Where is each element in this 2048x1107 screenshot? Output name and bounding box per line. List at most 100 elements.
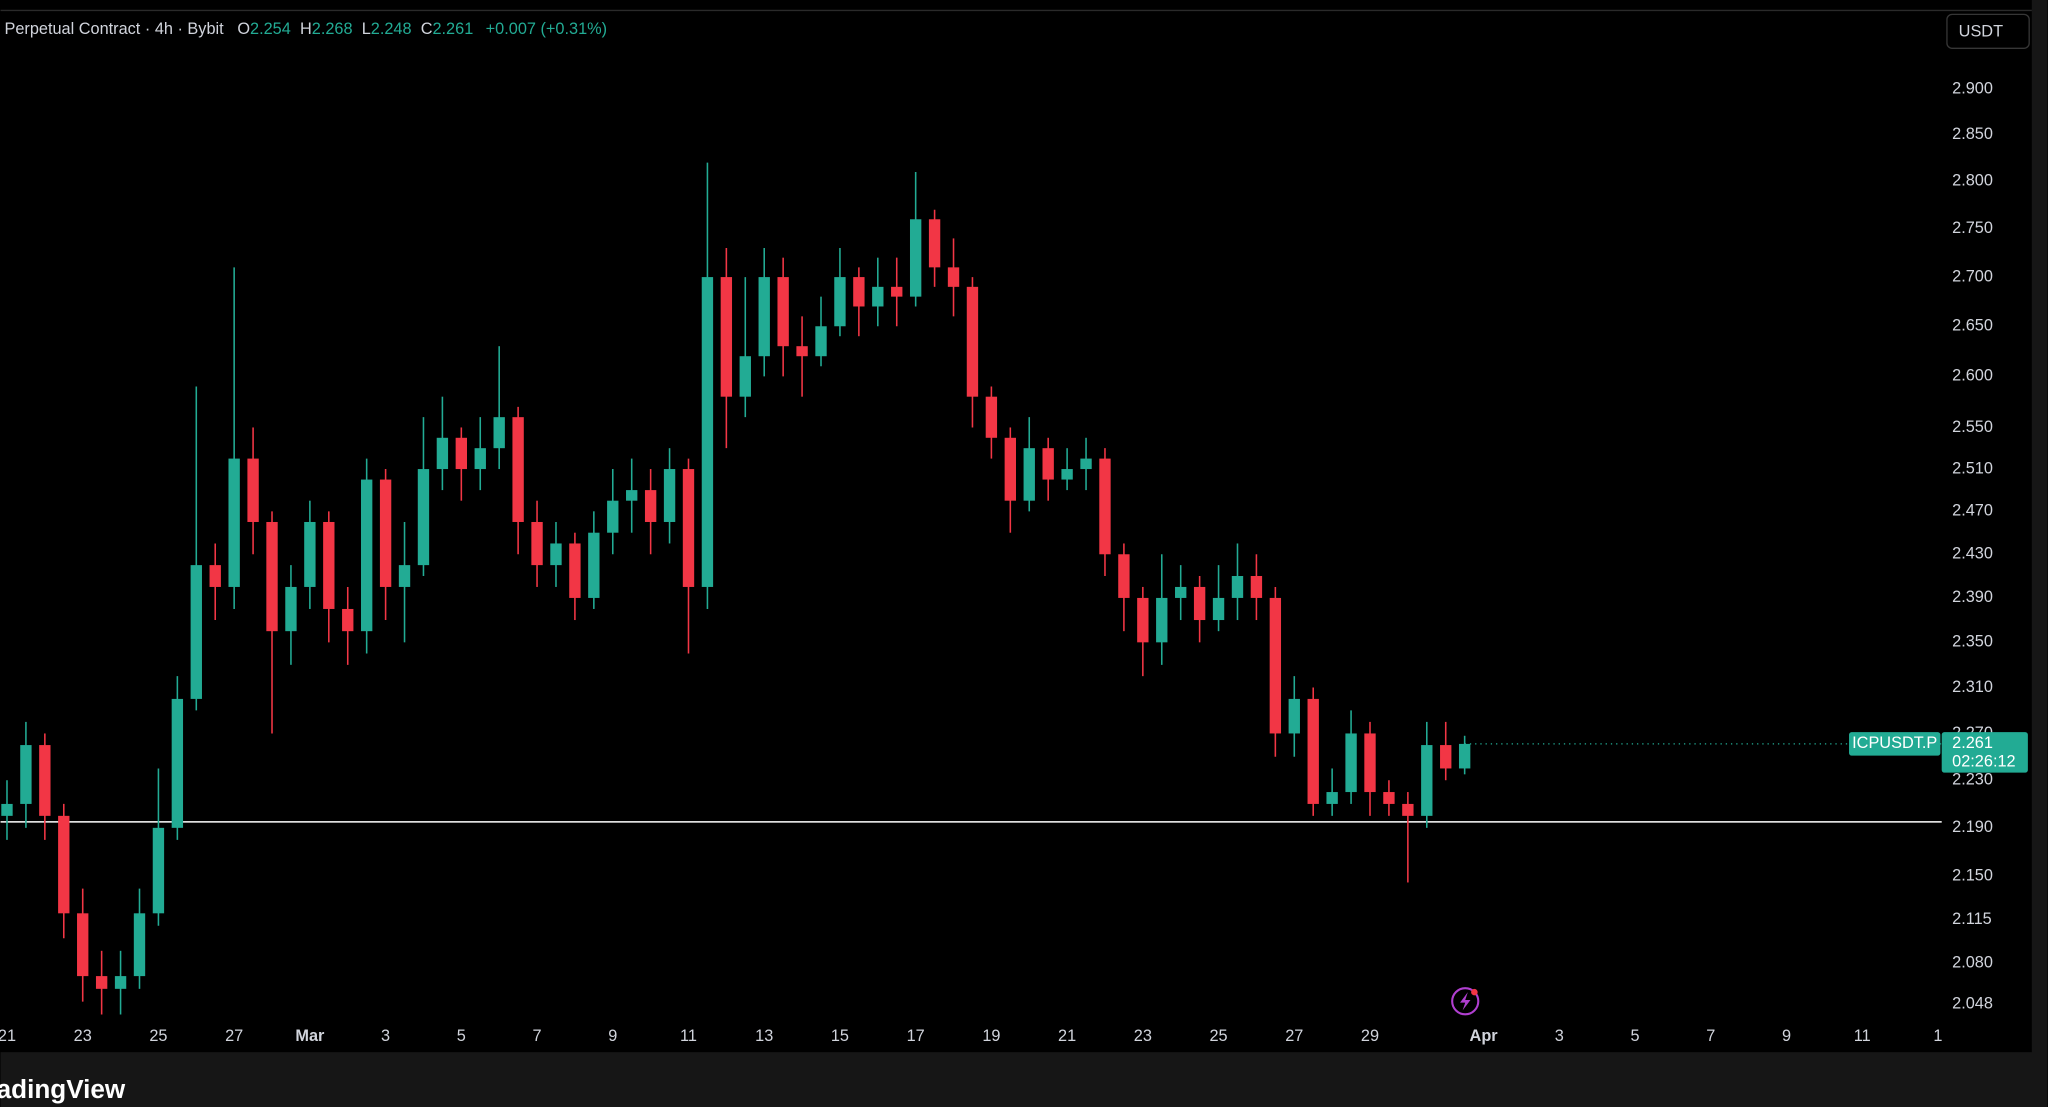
candle-body <box>531 521 543 566</box>
candle-body <box>512 417 524 522</box>
candle-body <box>1307 698 1319 804</box>
candle-body <box>1288 698 1300 734</box>
candle-body <box>1023 448 1035 501</box>
candle-body <box>701 277 714 587</box>
legend-fields: O2.254 H2.268 L2.248 C2.261 <box>237 20 473 38</box>
y-tick-label: 2.550 <box>1952 418 1993 436</box>
candle-body <box>1383 792 1395 804</box>
x-tick-label: Apr <box>1470 1027 1499 1045</box>
y-tick-label: 2.800 <box>1952 172 1993 190</box>
candle-body <box>209 565 221 587</box>
candle-body <box>1080 458 1092 470</box>
candle-body <box>171 698 184 828</box>
candle-body <box>342 608 354 632</box>
x-tick-label: 25 <box>149 1027 167 1045</box>
candle-body <box>1421 745 1433 816</box>
x-tick-label: 19 <box>982 1027 1000 1045</box>
x-tick-label: 3 <box>381 1027 390 1045</box>
candle-body <box>891 286 903 297</box>
y-tick-label: 2.350 <box>1952 633 1993 651</box>
price-label: 2.261 <box>1952 734 1993 752</box>
y-tick-label: 2.080 <box>1952 954 1993 972</box>
legend-key: C <box>421 20 433 38</box>
candle-body <box>152 827 165 914</box>
x-tick-label: Mar <box>295 1027 325 1045</box>
x-tick-label: 11 <box>1854 1027 1871 1045</box>
alert-dot <box>1471 988 1478 996</box>
candle-body <box>758 277 770 357</box>
candle-body <box>853 277 865 307</box>
x-tick-label: 5 <box>1630 1027 1639 1045</box>
candle-body <box>796 346 808 357</box>
y-tick-label: 2.700 <box>1952 267 1993 285</box>
candle-body <box>872 286 884 307</box>
candle-body <box>58 815 70 914</box>
candle-body <box>360 479 373 632</box>
candle-body <box>739 356 751 397</box>
candle-body <box>266 521 278 632</box>
x-tick-label: 29 <box>1361 1027 1379 1045</box>
x-tick-label: 13 <box>755 1027 773 1045</box>
x-tick-label: 3 <box>1555 1027 1564 1045</box>
y-tick-label: 2.750 <box>1952 219 1993 237</box>
x-tick-label: 7 <box>533 1027 542 1045</box>
y-tick-label: 2.900 <box>1952 79 1993 97</box>
x-tick-label: 9 <box>1782 1027 1791 1045</box>
alert-bolt <box>1460 992 1471 1011</box>
x-tick-label: 21 <box>0 1027 16 1045</box>
x-tick-label: 27 <box>225 1027 243 1045</box>
y-tick-label: 2.190 <box>1952 818 1993 836</box>
candle-body <box>588 532 600 598</box>
candle-body <box>493 417 505 449</box>
candle-body <box>834 277 846 327</box>
brand: adingView <box>0 1074 126 1104</box>
y-tick-label: 2.510 <box>1952 459 1993 477</box>
x-tick-label: 23 <box>74 1027 92 1045</box>
symbol-label: ICPUSDT.P <box>1852 734 1937 752</box>
x-tick-label: 17 <box>907 1027 925 1045</box>
candle-body <box>39 745 51 816</box>
y-tick-label: 2.310 <box>1952 678 1993 696</box>
candle-body <box>966 286 979 397</box>
legend-title: Perpetual Contract · 4h · Bybit <box>4 20 224 38</box>
candle-body <box>1 803 13 816</box>
candle-body <box>455 437 468 470</box>
y-tick-label: 2.430 <box>1952 545 1993 563</box>
y-tick-label: 2.600 <box>1952 367 1993 385</box>
footer-panel <box>0 1052 2048 1107</box>
currency-button[interactable] <box>1946 13 2030 49</box>
candle-body <box>1402 803 1414 816</box>
candle-body <box>285 586 297 632</box>
x-tick-label: 15 <box>831 1027 849 1045</box>
x-tick-label: 9 <box>608 1027 617 1045</box>
y-tick-label: 2.470 <box>1952 502 1993 520</box>
y-tick-label: 2.230 <box>1952 771 1993 789</box>
legend-value: 2.261 <box>432 20 473 38</box>
candle-body <box>663 469 676 522</box>
candle-body <box>1137 597 1149 643</box>
symbol-badge <box>1849 732 1941 756</box>
y-tick-label: 2.115 <box>1952 910 1992 928</box>
candle-body <box>95 976 108 989</box>
candle-body <box>379 479 392 587</box>
right-panel <box>2031 0 2048 1107</box>
candle-body <box>1326 792 1338 804</box>
candle-body <box>550 543 562 566</box>
candle-body <box>1231 576 1244 598</box>
alert-icon[interactable] <box>1451 987 1480 1016</box>
legend-value: 2.248 <box>371 20 412 38</box>
candle-body <box>909 219 922 297</box>
candle-body <box>133 913 146 977</box>
candle-body <box>1440 745 1452 769</box>
candle-body <box>815 326 827 357</box>
candle-body <box>436 437 449 470</box>
candle-body <box>569 543 581 598</box>
y-tick-label: 2.048 <box>1952 995 1993 1013</box>
legend-value: 2.254 <box>250 20 291 38</box>
countdown-label: 02:26:12 <box>1952 752 2015 770</box>
candle-body <box>1250 576 1263 598</box>
candle-body <box>304 521 316 587</box>
